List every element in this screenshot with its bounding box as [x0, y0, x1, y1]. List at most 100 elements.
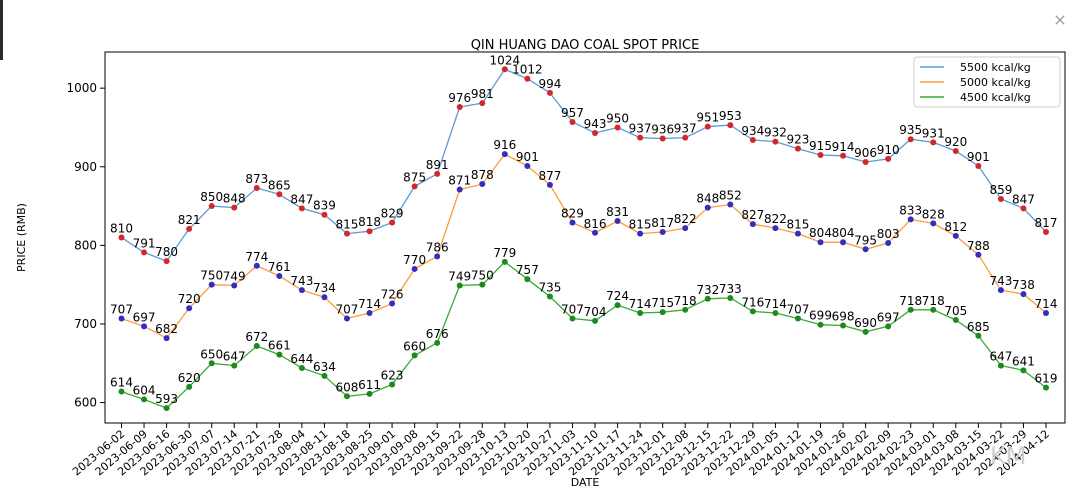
data-point: [637, 230, 644, 237]
data-point: [704, 204, 711, 211]
data-label: 875: [403, 170, 426, 184]
data-label: 749: [223, 269, 246, 283]
data-label: 934: [741, 124, 764, 138]
data-label: 822: [674, 212, 697, 226]
data-point: [456, 186, 463, 193]
data-label: 848: [696, 192, 719, 206]
data-label: 685: [967, 320, 990, 334]
data-label: 786: [426, 240, 449, 254]
data-point: [411, 183, 418, 190]
data-point: [231, 282, 238, 289]
data-label: 743: [989, 274, 1012, 288]
data-point: [479, 181, 486, 188]
data-label: 660: [403, 339, 426, 353]
data-label: 816: [584, 217, 607, 231]
data-label: 878: [471, 168, 494, 182]
data-point: [614, 217, 621, 224]
data-label: 915: [809, 139, 832, 153]
data-point: [772, 309, 779, 316]
data-label: 732: [696, 283, 719, 297]
data-point: [321, 211, 328, 218]
data-point: [389, 219, 396, 226]
data-label: 877: [538, 169, 561, 183]
data-label: 672: [245, 330, 268, 344]
data-label: 707: [561, 302, 584, 316]
data-point: [930, 220, 937, 227]
data-label: 815: [787, 218, 810, 232]
data-point: [186, 305, 193, 312]
data-point: [749, 308, 756, 315]
data-point: [840, 239, 847, 246]
data-point: [231, 204, 238, 211]
data-point: [637, 309, 644, 316]
y-tick-label: 600: [74, 396, 97, 410]
data-label: 852: [719, 188, 742, 202]
data-point: [862, 159, 869, 166]
data-point: [389, 381, 396, 388]
data-point: [1020, 205, 1027, 212]
data-point: [208, 360, 215, 367]
data-point: [231, 362, 238, 369]
data-label: 743: [290, 274, 313, 288]
data-point: [456, 282, 463, 289]
data-label: 715: [651, 296, 674, 310]
data-point: [1020, 367, 1027, 374]
data-point: [862, 328, 869, 335]
data-point: [637, 134, 644, 141]
data-point: [930, 139, 937, 146]
data-point: [727, 201, 734, 208]
data-point: [592, 129, 599, 136]
data-label: 749: [448, 269, 471, 283]
window-edge-strip: [0, 0, 3, 60]
data-point: [366, 309, 373, 316]
data-point: [479, 100, 486, 107]
data-point: [253, 342, 260, 349]
data-label: 682: [155, 322, 178, 336]
data-label: 828: [922, 207, 945, 221]
data-point: [749, 137, 756, 144]
data-point: [840, 322, 847, 329]
data-point: [614, 302, 621, 309]
data-label: 774: [245, 250, 268, 264]
data-point: [975, 332, 982, 339]
data-point: [434, 339, 441, 346]
data-point: [411, 265, 418, 272]
data-label: 871: [448, 174, 471, 188]
data-point: [907, 306, 914, 313]
data-label: 936: [651, 122, 674, 136]
close-icon[interactable]: ×: [1053, 10, 1067, 29]
data-point: [1020, 291, 1027, 298]
data-point: [253, 262, 260, 269]
data-label: 779: [493, 246, 516, 260]
data-label: 661: [268, 339, 291, 353]
legend-entry: 4500 kcal/kg: [960, 91, 1031, 104]
data-point: [794, 315, 801, 322]
data-label: 810: [110, 222, 133, 236]
data-label: 707: [336, 302, 359, 316]
data-label: 714: [358, 297, 381, 311]
data-point: [727, 295, 734, 302]
data-label: 647: [223, 350, 246, 364]
data-label: 815: [336, 218, 359, 232]
data-point: [343, 230, 350, 237]
data-point: [1043, 309, 1049, 316]
data-point: [952, 148, 959, 155]
data-label: 750: [200, 269, 223, 283]
data-point: [885, 155, 892, 162]
data-point: [817, 321, 824, 328]
data-point: [817, 151, 824, 158]
data-label: 1024: [490, 53, 521, 67]
data-label: 804: [809, 226, 832, 240]
data-label: 839: [313, 199, 336, 213]
data-label: 804: [832, 226, 855, 240]
series-line: [121, 153, 1047, 339]
data-point: [276, 191, 283, 198]
data-point: [659, 309, 666, 316]
data-label: 647: [989, 350, 1012, 364]
data-point: [952, 317, 959, 324]
data-label: 891: [426, 158, 449, 172]
data-point: [208, 281, 215, 288]
data-label: 716: [741, 295, 764, 309]
series-line: [121, 261, 1047, 409]
